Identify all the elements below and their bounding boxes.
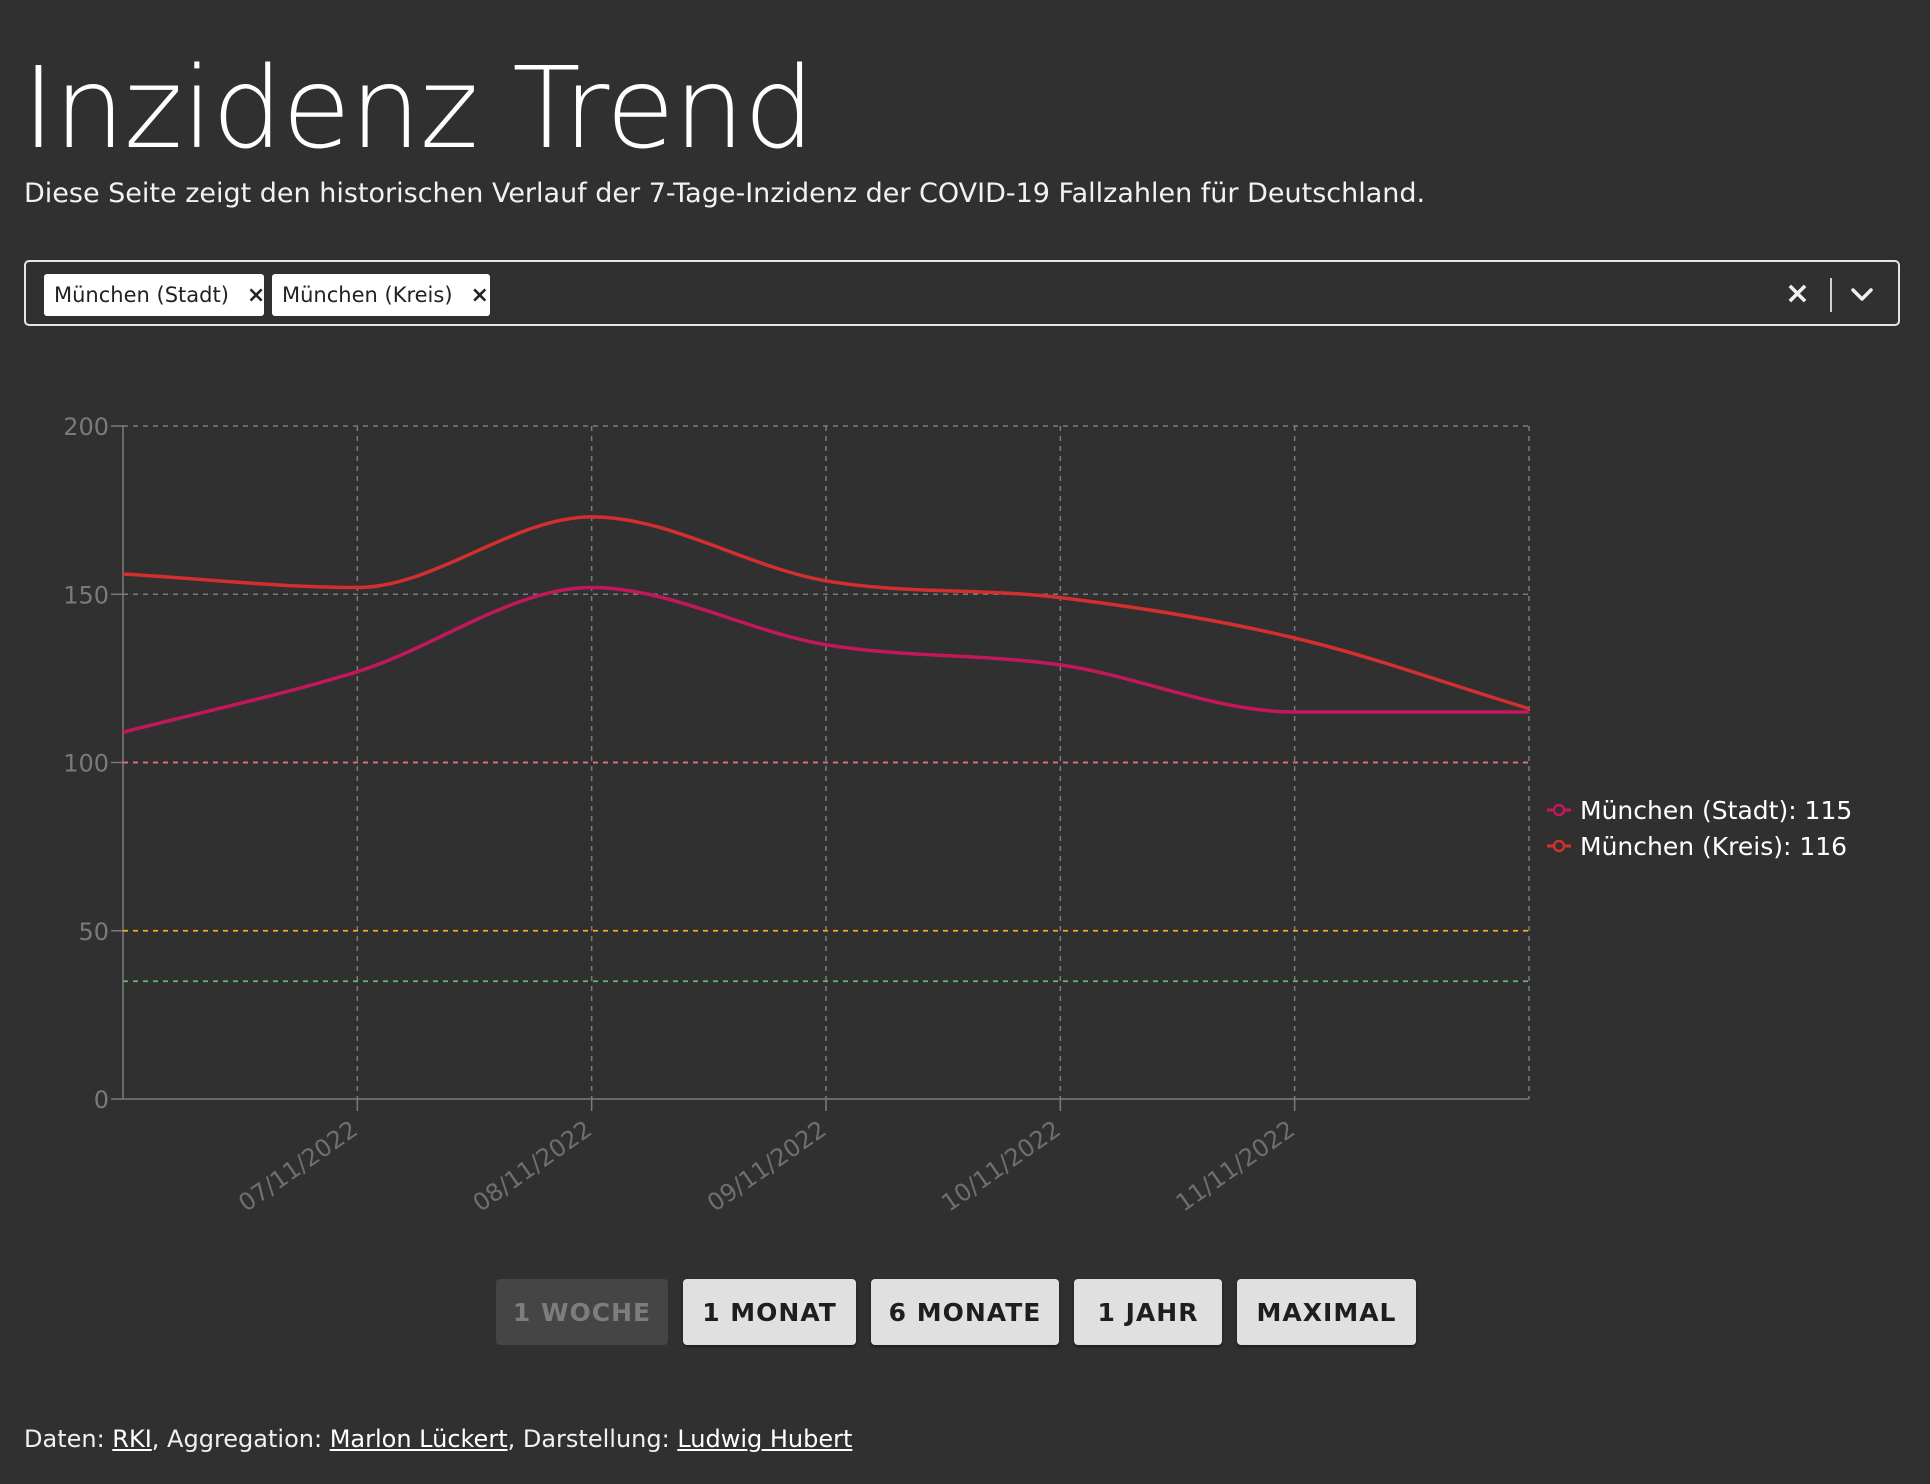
select-divider <box>1830 278 1832 312</box>
legend-entry: München (Stadt): 115 <box>1580 796 1852 825</box>
legend-marker-icon <box>1552 803 1566 817</box>
y-tick-label: 50 <box>78 918 109 946</box>
footer-data-label: Daten: <box>24 1425 113 1453</box>
chip-remove-icon[interactable]: × <box>246 282 266 308</box>
x-tick-label: 09/11/2022 <box>702 1115 831 1217</box>
page-title: Inzidenz Trend <box>22 44 815 174</box>
range-button-1-monat[interactable]: 1 MONAT <box>683 1279 856 1345</box>
chevron-down-icon[interactable] <box>1848 282 1876 306</box>
x-tick-label: 07/11/2022 <box>233 1115 362 1217</box>
footer-aggregation-label: , Aggregation: <box>151 1425 330 1453</box>
x-tick-label: 10/11/2022 <box>936 1115 1065 1217</box>
range-button-1-woche[interactable]: 1 WOCHE <box>496 1279 668 1345</box>
footer-credits: Daten: RKI, Aggregation: Marlon Lückert,… <box>24 1425 852 1453</box>
legend-marker-icon <box>1552 839 1566 853</box>
y-tick-label: 0 <box>94 1086 109 1114</box>
y-tick-label: 200 <box>63 413 109 441</box>
range-button-1-jahr[interactable]: 1 JAHR <box>1074 1279 1222 1345</box>
chip-remove-icon[interactable]: × <box>470 282 489 308</box>
page-subtitle: Diese Seite zeigt den historischen Verla… <box>24 178 1426 209</box>
footer-link-display[interactable]: Ludwig Hubert <box>677 1425 853 1453</box>
region-multiselect[interactable]: München (Stadt) × München (Kreis) × × <box>24 260 1900 326</box>
chip-muenchen-stadt: München (Stadt) × <box>44 274 266 316</box>
footer-display-label: , Darstellung: <box>507 1425 678 1453</box>
chip-muenchen-kreis: München (Kreis) × <box>272 274 490 316</box>
clear-all-icon[interactable]: × <box>1784 276 1810 311</box>
x-tick-label: 08/11/2022 <box>468 1115 597 1217</box>
chip-label: München (Kreis) <box>282 283 453 307</box>
y-tick-label: 100 <box>63 750 109 778</box>
footer-link-aggregation[interactable]: Marlon Lückert <box>329 1425 508 1453</box>
range-button-6-monate[interactable]: 6 MONATE <box>871 1279 1059 1345</box>
legend-entry: München (Kreis): 116 <box>1580 832 1847 861</box>
y-tick-label: 150 <box>63 581 109 609</box>
footer-link-rki[interactable]: RKI <box>112 1425 152 1453</box>
chip-label: München (Stadt) <box>54 283 229 307</box>
incidence-line-chart: 0 50 100 150 200 07/11/2022 08/11/2022 09/11/20… <box>63 413 1852 1217</box>
x-tick-label: 11/11/2022 <box>1171 1115 1300 1217</box>
range-button-maximal[interactable]: MAXIMAL <box>1237 1279 1416 1345</box>
